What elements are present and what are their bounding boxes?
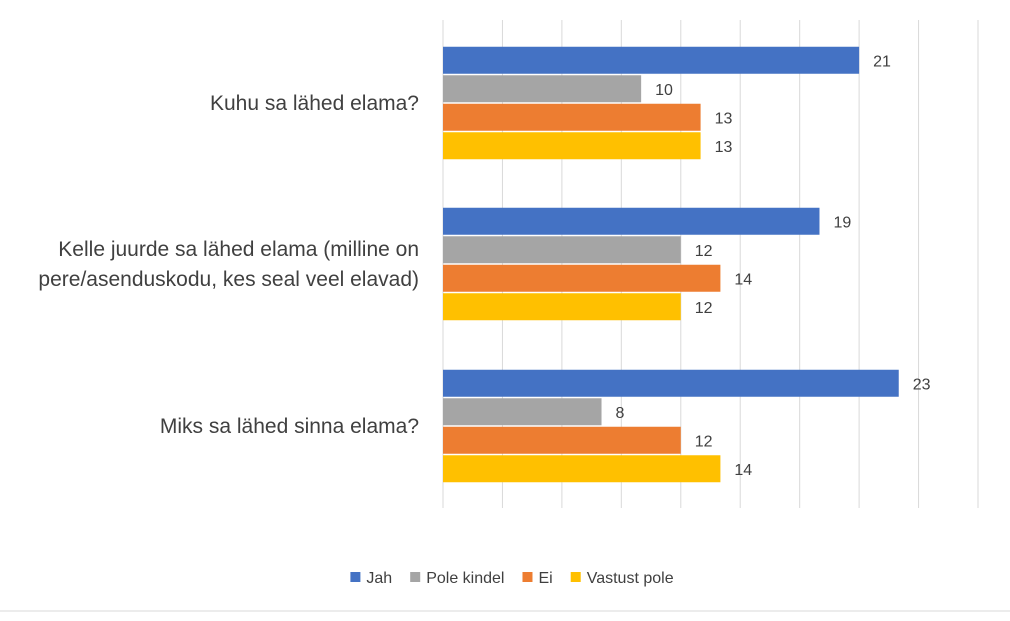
data-label: 21 bbox=[873, 53, 891, 70]
data-label: 12 bbox=[695, 243, 713, 260]
category-label: Kelle juurde sa lähed elama (milline on bbox=[58, 238, 419, 261]
legend-swatch bbox=[522, 572, 533, 582]
legend-label: Pole kindel bbox=[426, 570, 504, 587]
bar bbox=[443, 46, 860, 74]
value-labels: 21 10 13 13 19 12 14 12 23 8 12 14 bbox=[616, 53, 931, 479]
legend-swatch bbox=[570, 572, 581, 582]
bar bbox=[443, 207, 820, 235]
bar bbox=[443, 103, 701, 131]
data-label: 12 bbox=[695, 300, 713, 317]
legend-swatch bbox=[410, 572, 421, 582]
legend-swatch bbox=[350, 572, 361, 582]
category-label: Miks sa lähed sinna elama? bbox=[160, 415, 419, 438]
data-label: 19 bbox=[833, 214, 851, 231]
bars bbox=[443, 46, 899, 483]
category-label: pere/asenduskodu, kes seal veel elavad) bbox=[38, 268, 419, 291]
bar bbox=[443, 236, 681, 264]
bar bbox=[443, 75, 642, 103]
bar bbox=[443, 264, 721, 292]
data-label: 14 bbox=[734, 462, 752, 479]
data-label: 10 bbox=[655, 82, 673, 99]
data-label: 8 bbox=[616, 405, 625, 422]
data-label: 12 bbox=[695, 433, 713, 450]
data-label: 14 bbox=[734, 271, 752, 288]
bar bbox=[443, 293, 681, 321]
legend-label: Vastust pole bbox=[587, 570, 674, 587]
bar bbox=[443, 132, 701, 160]
legend-label: Jah bbox=[366, 570, 392, 587]
data-label: 13 bbox=[715, 110, 733, 127]
bar bbox=[443, 398, 602, 426]
bar bbox=[443, 455, 721, 483]
legend: Jah Pole kindel Ei Vastust pole bbox=[350, 570, 674, 587]
bar bbox=[443, 426, 681, 454]
bar bbox=[443, 369, 899, 397]
legend-label: Ei bbox=[538, 570, 552, 587]
category-label: Kuhu sa lähed elama? bbox=[210, 92, 419, 115]
data-label: 23 bbox=[913, 376, 931, 393]
data-label: 13 bbox=[715, 139, 733, 156]
category-labels: Kuhu sa lähed elama? Kelle juurde sa lähe… bbox=[38, 92, 419, 438]
